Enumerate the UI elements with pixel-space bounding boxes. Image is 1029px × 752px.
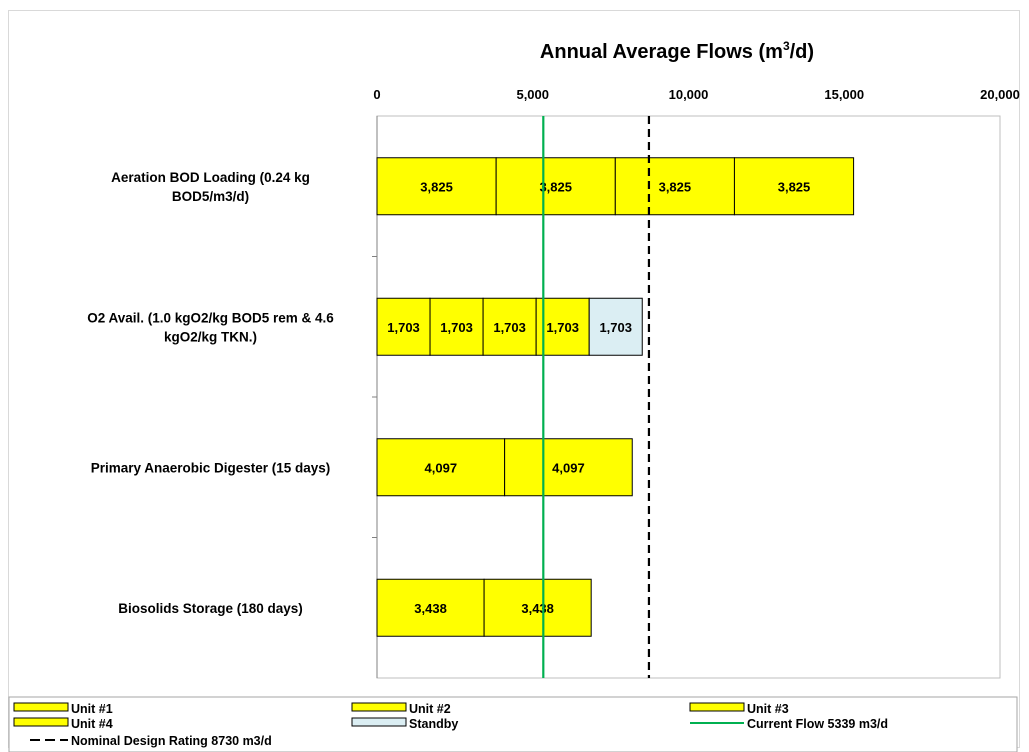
category-label: Primary Anaerobic Digester (15 days) <box>91 460 331 475</box>
data-label: 4,097 <box>425 460 458 475</box>
data-label: 1,703 <box>493 320 526 335</box>
bar-segment <box>376 578 485 637</box>
data-label: 4,097 <box>552 460 585 475</box>
data-label: 1,703 <box>599 320 632 335</box>
legend-label: Unit #2 <box>409 702 451 716</box>
legend-label: Unit #4 <box>71 717 113 731</box>
data-label: 3,438 <box>521 601 554 616</box>
bar-segment <box>376 438 506 497</box>
data-label: 3,825 <box>420 179 453 194</box>
bar-segment <box>429 297 484 356</box>
data-label: 1,703 <box>387 320 420 335</box>
legend-label: Current Flow 5339 m3/d <box>747 717 888 731</box>
legend-swatch <box>689 702 745 712</box>
category-label: BOD5/m3/d) <box>172 189 249 204</box>
data-label: 1,703 <box>546 320 579 335</box>
legend-box <box>8 696 1018 752</box>
legend-label: Standby <box>409 717 458 731</box>
bar-segment <box>733 157 855 216</box>
bar-segment <box>588 297 643 356</box>
legend-swatch <box>13 702 69 712</box>
legend-swatch <box>13 717 69 727</box>
x-tick-label: 20,000 <box>980 87 1020 102</box>
legend-label: Unit #1 <box>71 702 113 716</box>
data-label: 3,825 <box>659 179 692 194</box>
bar-segment <box>535 297 590 356</box>
x-tick-label: 10,000 <box>669 87 709 102</box>
category-label: O2 Avail. (1.0 kgO2/kg BOD5 rem & 4.6 <box>87 310 334 325</box>
legend: Unit #1 Unit #2 Unit #3 Unit #4 Standby Curre… <box>8 696 1018 752</box>
category-label: Aeration BOD Loading (0.24 kg <box>111 170 310 185</box>
data-label: 3,438 <box>414 601 447 616</box>
category-label: kgO2/kg TKN.) <box>164 329 257 344</box>
category-label: Biosolids Storage (180 days) <box>118 601 303 616</box>
bar-segment <box>483 578 592 637</box>
legend-label: Unit #3 <box>747 702 789 716</box>
data-label: 3,825 <box>778 179 811 194</box>
bar-segment <box>504 438 633 497</box>
legend-swatch <box>351 717 407 727</box>
bar-segment <box>495 157 616 216</box>
data-label: 1,703 <box>440 320 473 335</box>
data-label: 3,825 <box>539 179 572 194</box>
bar-segment <box>376 297 431 356</box>
x-tick-label: 15,000 <box>824 87 864 102</box>
plot-area: 0 5,000 10,000 15,000 20,000 3,825 3,825 3,825 3… <box>87 87 1020 679</box>
x-tick-label: 0 <box>373 87 380 102</box>
legend-swatch <box>351 702 407 712</box>
legend-label: Nominal Design Rating 8730 m3/d <box>71 734 272 748</box>
chart-title: Annual Average Flows (m3/d) <box>540 39 814 63</box>
x-tick-label: 5,000 <box>516 87 549 102</box>
bar-segment <box>614 157 735 216</box>
